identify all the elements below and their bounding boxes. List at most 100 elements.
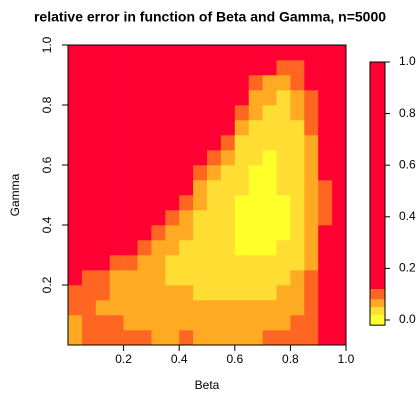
heatmap-cell [109,210,124,226]
heatmap-cell [248,195,263,211]
heatmap-cell [234,315,249,331]
heatmap-cell [179,165,194,181]
y-tick-label: 0.4 [40,216,54,233]
heatmap-cell [318,195,333,211]
heatmap-cell [151,225,166,241]
y-axis-label: Gamma [8,173,22,216]
heatmap-cell [123,285,138,301]
heatmap-cell [262,270,277,286]
colorbar-band [370,299,385,308]
heatmap-cell [318,135,333,151]
heatmap-cell [123,255,138,271]
heatmap-cell [81,240,97,256]
heatmap-cell [81,135,97,151]
heatmap-cell [109,90,124,106]
heatmap-cell [262,105,277,121]
heatmap-cell [332,240,347,256]
heatmap-cell [276,105,291,121]
heatmap-cell [332,150,347,166]
heatmap-cell [95,315,110,331]
heatmap-cell [137,105,152,121]
x-axis-label: Beta [195,378,220,392]
heatmap-cell [332,270,347,286]
heatmap-cell [262,210,277,226]
heatmap-cell [137,150,152,166]
colorbar-tick-label: 1.0 [399,54,416,68]
heatmap-cell [318,270,333,286]
heatmap-cell [332,90,347,106]
heatmap-cell [137,135,152,151]
heatmap-cell [151,165,166,181]
heatmap-cell [123,165,138,181]
heatmap-cell [290,195,305,211]
heatmap-cell [276,90,291,106]
y-tick-label: 0.2 [40,276,54,293]
heatmap-cell [165,135,180,151]
heatmap-cell [207,285,222,301]
heatmap-cell [318,120,333,136]
heatmap-cell [179,120,194,136]
heatmap-cell [262,45,277,61]
heatmap-cell [220,195,236,211]
heatmap-cell [109,195,124,211]
heatmap-cell [95,330,110,346]
heatmap-cell [81,270,97,286]
heatmap-cell [276,255,291,271]
heatmap-cell [123,270,138,286]
heatmap-cell [193,90,208,106]
heatmap-cell [95,150,110,166]
heatmap-cell [290,270,305,286]
heatmap-cell [109,180,124,196]
x-tick-label: 0.4 [171,352,188,366]
heatmap-cell [318,315,333,331]
heatmap-cell [123,195,138,211]
heatmap-cell [68,45,83,61]
x-tick-label: 0.2 [115,352,132,366]
heatmap-cell [332,75,347,91]
heatmap-cell [81,255,97,271]
heatmap-cell [248,315,263,331]
heatmap-cell [234,195,249,211]
heatmap-cell [179,90,194,106]
heatmap-cell [318,90,333,106]
heatmap-cell [193,135,208,151]
heatmap-cell [304,150,319,166]
heatmap-cell [151,90,166,106]
heatmap-cell [81,105,97,121]
heatmap-cell [68,165,83,181]
heatmap-cell [304,210,319,226]
heatmap-cell [123,75,138,91]
heatmap-cell [179,240,194,256]
heatmap-cell [207,150,222,166]
heatmap-cell [179,150,194,166]
heatmap-cell [304,165,319,181]
heatmap-cell [248,285,263,301]
heatmap-cell [290,120,305,136]
heatmap-cell [179,60,194,76]
heatmap-cell [220,240,236,256]
heatmap-cell [318,300,333,316]
heatmap-cell [193,225,208,241]
heatmap-cell [179,135,194,151]
heatmap-cell [81,225,97,241]
heatmap-cell [248,300,263,316]
colorbar-frame [369,61,386,326]
heatmap-cell [234,135,249,151]
heatmap-cell [318,180,333,196]
heatmap-cell [276,300,291,316]
heatmap-cell [179,285,194,301]
heatmap-cell [290,300,305,316]
heatmap-cell [123,300,138,316]
heatmap-cell [165,120,180,136]
heatmap-cell [137,75,152,91]
heatmap-cell [248,45,263,61]
heatmap-cell [81,45,97,61]
heatmap-cell [207,300,222,316]
heatmap-cell [95,135,110,151]
heatmap-cell [304,90,319,106]
heatmap-cell [68,135,83,151]
heatmap-cell [137,165,152,181]
heatmap-cell [68,255,83,271]
heatmap-cell [332,300,347,316]
